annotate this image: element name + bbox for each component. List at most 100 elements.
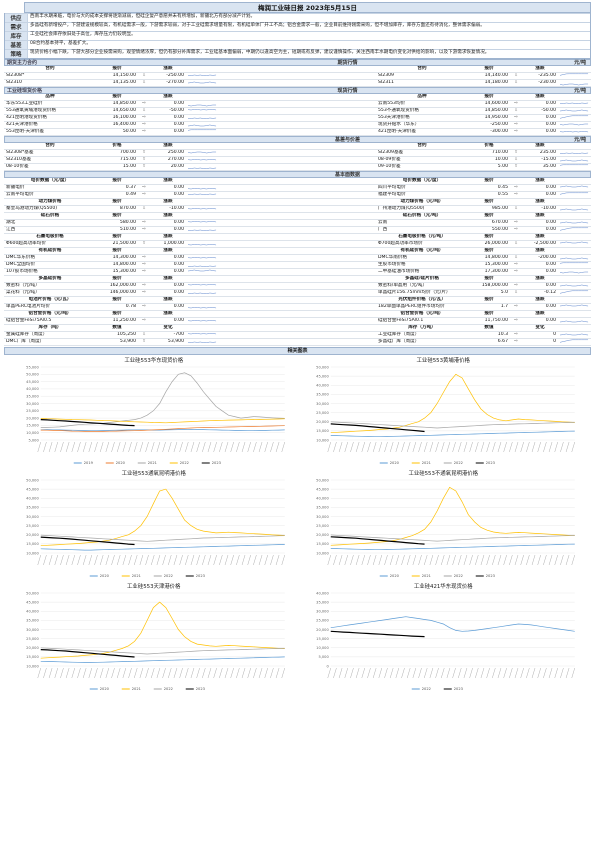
change-arrow-icon: ⇨ bbox=[138, 100, 150, 109]
column-header: 涨跌 bbox=[150, 233, 186, 242]
change-arrow-icon: ⇨ bbox=[138, 121, 150, 130]
trend-sparkline bbox=[558, 226, 591, 235]
x-tick-mark bbox=[37, 668, 41, 679]
change-arrow-icon: ⇧ bbox=[138, 240, 150, 249]
item-change: 0.00 bbox=[150, 317, 186, 326]
x-tick-mark bbox=[43, 442, 47, 453]
x-tick-mark bbox=[434, 442, 439, 453]
item-change: 0.00 bbox=[150, 289, 186, 298]
x-tick-mark bbox=[54, 668, 58, 679]
y-tick-label: 50,000 bbox=[26, 479, 39, 483]
x-tick-mark bbox=[406, 668, 410, 679]
x-tick-mark bbox=[525, 442, 530, 453]
table-header-row: 合约 价格 涨跌 合约 价格 涨跌 bbox=[4, 143, 591, 151]
summary-label: 库存 bbox=[5, 31, 27, 40]
legend-label: 2021 bbox=[132, 687, 141, 691]
trend-sparkline bbox=[186, 254, 219, 263]
column-header: 合约 bbox=[4, 143, 96, 151]
y-tick-label: 10,000 bbox=[316, 439, 329, 443]
series-line-2022 bbox=[40, 418, 285, 424]
x-tick-mark bbox=[327, 442, 331, 453]
x-tick-mark bbox=[537, 555, 541, 566]
trend-sparkline bbox=[558, 184, 591, 193]
x-tick-mark bbox=[508, 668, 513, 679]
x-tick-mark bbox=[253, 668, 257, 679]
series-line-2022 bbox=[40, 647, 285, 655]
x-tick-mark bbox=[156, 442, 161, 453]
x-tick-mark bbox=[281, 442, 285, 453]
item-name: 553昆明-天津价差 bbox=[4, 128, 96, 137]
x-tick-mark bbox=[213, 555, 217, 566]
x-tick-mark bbox=[349, 442, 354, 453]
item-price: 11,750.00 bbox=[468, 317, 510, 326]
item-name: 广州港动力煤(Q5500) bbox=[376, 205, 468, 214]
trend-sparkline bbox=[186, 79, 219, 88]
trend-sparkline bbox=[186, 72, 219, 81]
series-line-2019 bbox=[40, 429, 285, 432]
column-header: 报价 bbox=[468, 212, 510, 221]
item-price: 985.00 bbox=[468, 205, 510, 214]
line-chart: 55,000 50,000 45,000 40,000 35,000 30,000 25,0… bbox=[26, 366, 285, 465]
base-section-header: 基本面数据 bbox=[4, 171, 591, 179]
column-header: 报价 bbox=[96, 275, 138, 284]
change-arrow-icon: ⇨ bbox=[510, 114, 522, 123]
item-change: 0.00 bbox=[150, 268, 186, 277]
x-tick-mark bbox=[525, 555, 530, 566]
x-tick-mark bbox=[446, 555, 450, 566]
x-tick-mark bbox=[383, 442, 388, 453]
x-tick-mark bbox=[117, 668, 121, 679]
item-name: 金属硅库存（周度） bbox=[4, 331, 96, 340]
base-section-title: 基本面数据 bbox=[334, 172, 360, 179]
change-arrow-icon: ⇩ bbox=[510, 156, 522, 165]
trend-sparkline bbox=[558, 317, 591, 326]
column-header: 涨跌 bbox=[150, 198, 186, 207]
x-tick-mark bbox=[179, 442, 183, 453]
futures-section-title: 期货行情 bbox=[337, 60, 358, 66]
x-tick-mark bbox=[60, 668, 64, 679]
spot-table: 品种 报价 涨跌 品种 报价 涨跌 华东553工业硅价 14,850.00 ⇨ 0.00 云南553… bbox=[4, 94, 591, 137]
column-header: 变化 bbox=[150, 324, 186, 333]
line-chart: 50,000 45,000 40,000 35,000 30,000 25,000 20,0… bbox=[26, 592, 285, 691]
x-tick-mark bbox=[77, 442, 81, 453]
item-price: 5.0 bbox=[468, 289, 510, 298]
column-header: 库存（吨） bbox=[4, 324, 96, 333]
y-tick-label: 30,000 bbox=[316, 610, 329, 614]
x-tick-mark bbox=[417, 555, 422, 566]
y-tick-label: 15,000 bbox=[316, 637, 329, 641]
item-name: DMC华东价格 bbox=[4, 254, 96, 263]
x-tick-mark bbox=[463, 555, 467, 566]
change-arrow-icon: ⇧ bbox=[138, 149, 150, 158]
x-tick-mark bbox=[565, 668, 569, 679]
table-header-row: 铝合金价格（元/吨） 报价 涨跌 铝合金价格（元/吨） 报价 涨跌 bbox=[4, 310, 591, 319]
x-tick-mark bbox=[525, 668, 530, 679]
x-tick-mark bbox=[344, 555, 348, 566]
item-change: 0.00 bbox=[150, 303, 186, 312]
item-name: 二甲基硅油市场价格 bbox=[376, 268, 468, 277]
x-tick-mark bbox=[519, 668, 524, 679]
x-tick-mark bbox=[202, 442, 206, 453]
x-tick-mark bbox=[281, 555, 285, 566]
summary-text: 现货价格小幅下跌，下游大部分企业按需采购，观望情绪浓厚，但仍有部分补库需求，工业… bbox=[27, 49, 590, 58]
column-header: 石墨电极价格 bbox=[4, 233, 96, 242]
x-tick-mark bbox=[134, 668, 138, 679]
legend-label: 2020 bbox=[100, 687, 110, 691]
x-tick-mark bbox=[88, 668, 93, 679]
x-tick-mark bbox=[128, 442, 132, 453]
item-name: 华东553工业硅价 bbox=[4, 100, 96, 109]
item-change: 0.00 bbox=[150, 226, 186, 235]
change-arrow-icon: ⇩ bbox=[510, 289, 522, 298]
table-row: 华东553工业硅价 14,850.00 ⇨ 0.00 云南553均价 14,600.00 ⇨… bbox=[4, 100, 591, 109]
x-tick-mark bbox=[417, 442, 422, 453]
x-tick-mark bbox=[134, 442, 138, 453]
y-tick-label: 30,000 bbox=[316, 402, 329, 406]
table-row: 421昆明港现货价格 16,100.00 ⇨ 0.00 553天津港价格 14,950.0… bbox=[4, 114, 591, 123]
column-header: 报价 bbox=[468, 310, 510, 319]
x-tick-mark bbox=[542, 555, 547, 566]
change-arrow-icon: ⇨ bbox=[138, 303, 150, 312]
summary-label: 需求 bbox=[5, 22, 27, 31]
trend-sparkline bbox=[186, 156, 219, 165]
column-header: 报价 bbox=[468, 178, 510, 186]
x-tick-mark bbox=[145, 442, 149, 453]
column-header: 涨跌 bbox=[522, 66, 558, 74]
x-tick-mark bbox=[54, 555, 58, 566]
